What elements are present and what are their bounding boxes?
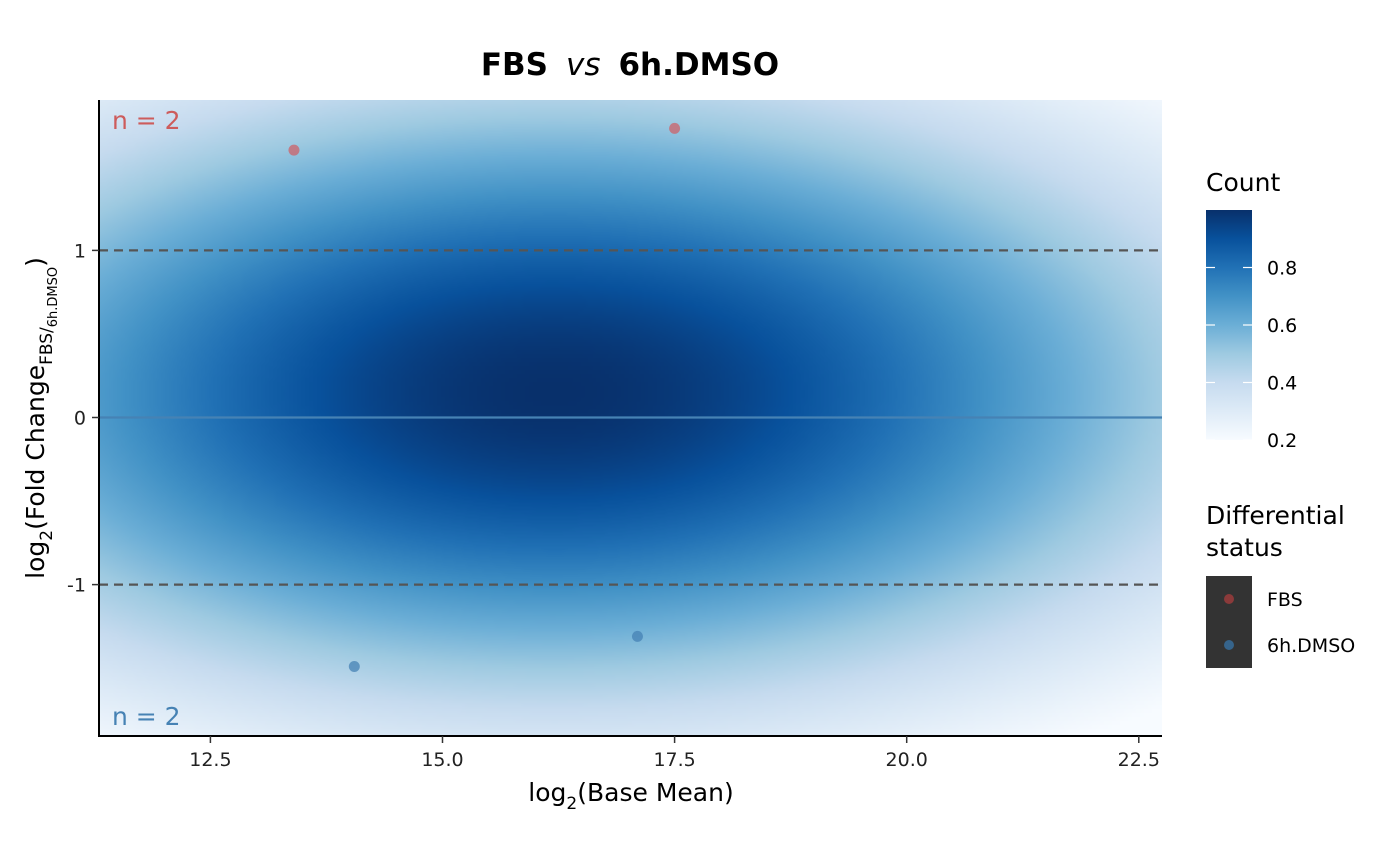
y-tick-label-2: -1 — [67, 575, 86, 597]
data-points — [288, 122, 681, 672]
x-axis-title: log2(Base Mean) — [528, 778, 733, 814]
point-fbs-1 — [669, 122, 681, 134]
title-group1: FBS — [481, 47, 548, 83]
legend-key-6h-dmso — [1224, 640, 1234, 650]
down-count-annotation: n = 2 — [112, 702, 181, 731]
x-axis-ticks: 12.5 15.0 17.5 20.0 22.5 — [189, 736, 1160, 771]
colorbar-ticks: 0.2 0.4 0.6 0.8 — [1206, 258, 1297, 452]
y-axis-title: log2(Fold ChangeFBS/6h.DMSO) — [21, 257, 61, 579]
y-tick-label-0: 1 — [74, 240, 86, 262]
x-tick-label-4: 22.5 — [1118, 749, 1160, 771]
colorbar-tick-label-0: 0.2 — [1267, 430, 1297, 452]
point-6h-dmso-1 — [631, 630, 643, 642]
legend-label-fbs: FBS — [1267, 589, 1303, 611]
x-tick-label-0: 12.5 — [189, 749, 231, 771]
chart-title: FBS vs 6h.DMSO — [481, 47, 779, 83]
status-legend-key-background — [1206, 576, 1252, 668]
status-legend-title-line1: Differential — [1206, 501, 1345, 530]
up-count-annotation: n = 2 — [112, 106, 181, 135]
x-tick-label-3: 20.0 — [886, 749, 928, 771]
colorbar-tick-label-3: 0.8 — [1267, 258, 1297, 280]
title-vs: vs — [566, 47, 601, 83]
point-fbs-0 — [288, 144, 300, 156]
status-legend: Differential status FBS 6h.DMSO — [1206, 501, 1355, 668]
legend-key-fbs — [1224, 594, 1234, 604]
y-axis-ticks: 1 0 -1 — [67, 240, 99, 597]
x-tick-label-2: 17.5 — [653, 749, 695, 771]
point-6h-dmso-0 — [348, 660, 360, 672]
title-group2: 6h.DMSO — [618, 47, 779, 83]
count-legend: Count 0.2 0.4 0.6 0.8 — [1206, 168, 1297, 452]
y-tick-label-1: 0 — [74, 408, 86, 430]
status-legend-title-line2: status — [1206, 533, 1283, 562]
colorbar-tick-label-2: 0.6 — [1267, 315, 1297, 337]
x-tick-label-1: 15.0 — [421, 749, 463, 771]
plot-panel: n = 2 n = 2 — [99, 100, 1162, 735]
colorbar-tick-label-1: 0.4 — [1267, 373, 1297, 395]
legend-label-6h-dmso: 6h.DMSO — [1267, 635, 1355, 657]
count-legend-title: Count — [1206, 168, 1280, 197]
reference-lines — [99, 249, 1162, 586]
